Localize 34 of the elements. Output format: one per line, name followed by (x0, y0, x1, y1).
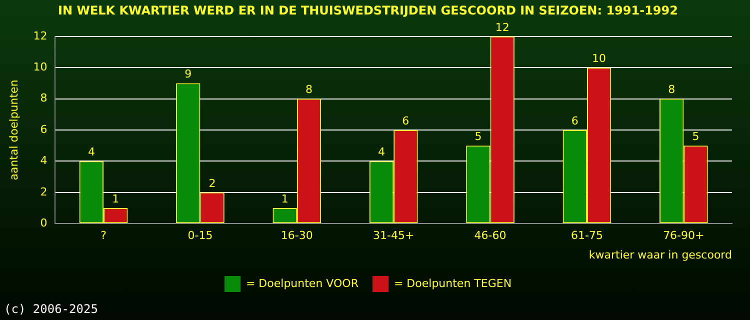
x-tick-label: 31-45+ (373, 229, 414, 242)
x-tick-label: 16-30 (280, 229, 313, 242)
y-tick-label: 12 (33, 29, 48, 42)
data-label: 2 (208, 176, 216, 190)
y-tick-label: 6 (40, 122, 48, 136)
data-label: 4 (378, 146, 386, 159)
data-label: 4 (88, 146, 95, 159)
data-label: 12 (495, 20, 510, 34)
y-tick-label: 8 (40, 92, 48, 105)
data-label: 1 (281, 192, 288, 206)
y-tick-label: 10 (33, 60, 48, 74)
x-tick-label: 61-75 (570, 229, 603, 242)
y-tick-label: 0 (40, 216, 48, 230)
text: (c) 2006-2025 (4, 302, 98, 316)
data-label: 1 (112, 192, 120, 206)
y-axis-title: aantal doelpunten (7, 80, 20, 180)
legend-label: = Doelpunten VOOR (246, 276, 359, 290)
data-label: 5 (692, 130, 700, 143)
y-tick-label: 4 (40, 154, 48, 168)
data-label: 8 (668, 83, 676, 96)
data-label: 9 (184, 68, 192, 81)
data-label: 6 (571, 114, 578, 128)
x-tick-label: 76-90+ (663, 229, 704, 242)
x-tick-label: 0-15 (188, 229, 213, 242)
data-label: 8 (306, 83, 312, 96)
x-tick-label: 46-60 (474, 229, 506, 242)
legend-label: = Doelpunten TEGEN (394, 276, 512, 290)
data-label: 10 (592, 52, 606, 65)
chart-title: IN WELK KWARTIER WERD ER IN DE THUISWEDSTRIJDEN GESCOORD IN SEIZOEN: 1991-1992 (58, 3, 678, 18)
x-tick-label: ? (100, 229, 107, 242)
data-label: 5 (474, 130, 482, 143)
x-axis-title: kwartier waar in gescoord (588, 248, 732, 262)
y-tick-label: 2 (40, 185, 48, 198)
data-label: 6 (402, 114, 410, 128)
